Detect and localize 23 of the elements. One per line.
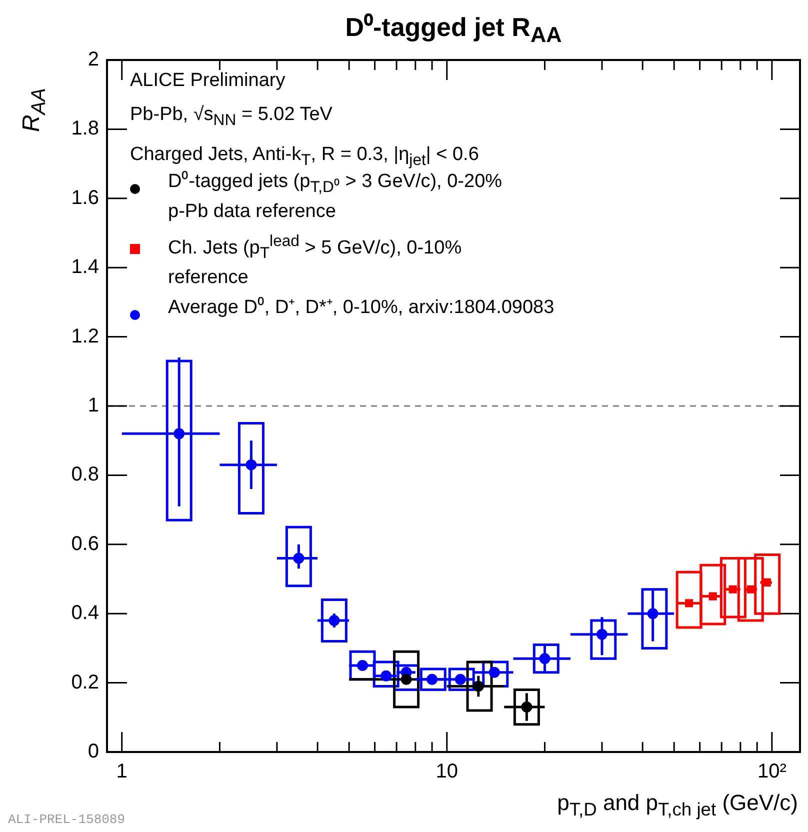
text: ALI-PREL-158089: [8, 812, 126, 827]
legend-label: Average D⁰, D⁺, D*⁺, 0-10%, arxiv:1804.09083: [168, 296, 554, 320]
y-tick-label: 0.6: [71, 532, 99, 555]
y-tick-label: 1.8: [71, 118, 99, 140]
x-tick-label: 10²: [757, 760, 787, 783]
y-tick-label: 1: [88, 394, 99, 417]
x-tick-label: 10: [436, 760, 458, 783]
annotation: Pb-Pb, √s$_{NN}$ = 5.02 TeV: [130, 103, 334, 131]
y-tick-label: 0.4: [71, 602, 99, 624]
annotation: Charged Jets, Anti-k$_{T}$, R = 0.3, |η$_{jet}$| < 0.6: [130, 144, 479, 169]
y-tick-label: 1.4: [71, 256, 99, 278]
text: Ch. Jets (p$_{T}$$^{lead}$ > 5 GeV/c), 0-10% reference: [168, 232, 462, 288]
x-axis-title: p$_{T,D}$ and p$_{T,ch jet}$ (GeV/c): [557, 790, 798, 820]
y-tick-label: 0.8: [71, 464, 99, 486]
annotation: ALICE Preliminary: [130, 69, 286, 93]
y-tick-label: 2: [88, 48, 99, 71]
y-tick-label: 1.6: [71, 186, 99, 209]
x-tick-label: 1: [116, 760, 128, 783]
y-tick-label: 0.2: [71, 671, 99, 694]
chart-title: D⁰-tagged jet R$_{AA}$: [344, 11, 563, 48]
y-tick-label: 0: [88, 740, 99, 763]
legend-label: D⁰-tagged jets (p$_{T,D⁰}$ > 3 GeV/c), 0-20% p-Pb data reference: [168, 170, 502, 224]
y-tick-label: 1.2: [71, 325, 99, 348]
